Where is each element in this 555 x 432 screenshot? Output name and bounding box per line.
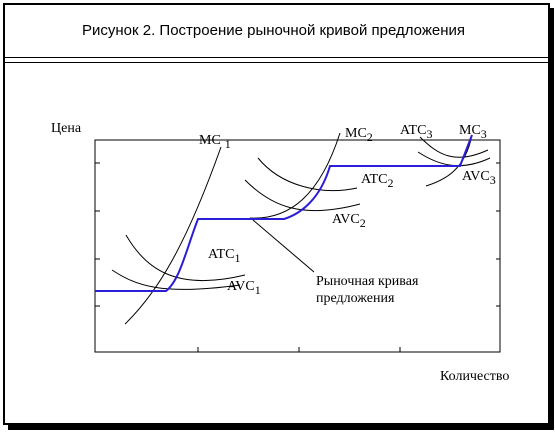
- atc1-label: ATC1: [208, 247, 240, 265]
- atc2-curve: [257, 157, 358, 191]
- plot-area: [94, 139, 501, 353]
- market-supply-leader: [252, 219, 315, 273]
- x-axis-label: Количество: [440, 369, 509, 384]
- market-supply-curve: [95, 134, 473, 292]
- atc3-label: ATC3: [400, 123, 432, 141]
- atc3-curve: [419, 136, 489, 158]
- atc1-curve: [125, 234, 246, 282]
- avc3-label: AVC3: [462, 169, 496, 187]
- mc3-curve: [425, 134, 473, 187]
- avc1-curve: [111, 269, 241, 290]
- figure-title: Рисунок 2. Построение рыночной кривой пр…: [82, 22, 465, 39]
- mc1-label: MC 1: [199, 133, 231, 151]
- frame-shadow-bottom: [8, 425, 554, 430]
- atc2-label: ATC2: [361, 172, 393, 190]
- mc2-curve: [249, 132, 341, 219]
- title-separator-bottom: [5, 62, 548, 63]
- frame-shadow-right: [549, 8, 554, 426]
- y-axis-label: Цена: [51, 121, 82, 136]
- mc2-label: MC2: [345, 126, 373, 144]
- avc2-curve: [244, 179, 361, 212]
- market-supply-label-line1: Рыночная кривая: [316, 274, 419, 289]
- avc2-label: AVC2: [332, 212, 366, 230]
- mc1-curve: [124, 146, 222, 325]
- avc1-label: AVC1: [227, 279, 261, 297]
- figure-frame: [3, 3, 550, 425]
- mc3-label: MC3: [459, 123, 487, 141]
- market-supply-label-line2: предложения: [316, 291, 395, 306]
- title-separator-top: [5, 57, 548, 58]
- axis-ticks: [95, 162, 500, 352]
